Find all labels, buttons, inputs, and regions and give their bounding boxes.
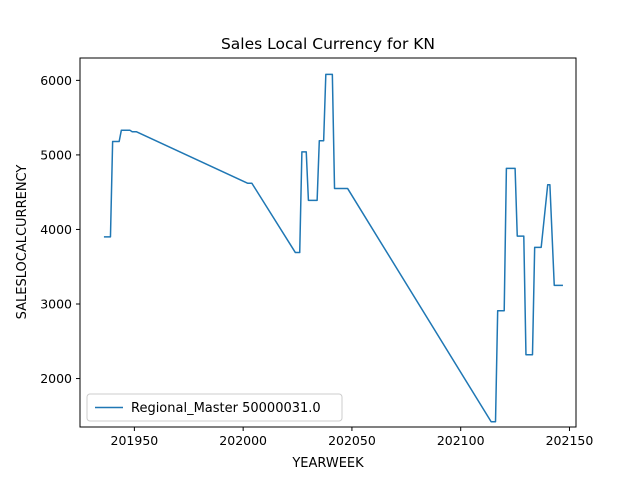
series-layer	[103, 73, 563, 423]
chart-title: Sales Local Currency for KN	[221, 35, 435, 53]
y-tick-label: 4000	[40, 222, 72, 237]
legend: Regional_Master 50000031.0	[86, 393, 343, 422]
legend-label: Regional_Master 50000031.0	[131, 401, 321, 416]
axis-ticks: 201950 202000 202050 202100 202150 2000 3000 40…	[40, 73, 593, 448]
x-tick-label: 202100	[437, 433, 485, 448]
x-tick-label: 202050	[328, 433, 376, 448]
y-tick-label: 3000	[40, 297, 72, 312]
x-tick-label: 202150	[546, 433, 594, 448]
x-tick-label: 201950	[111, 433, 159, 448]
y-axis-title: SALESLOCALCURRENCY	[15, 165, 30, 320]
legend-box	[86, 393, 343, 422]
x-axis-title: YEARWEEK	[291, 456, 364, 471]
y-tick-label: 2000	[40, 371, 72, 386]
series-line	[103, 73, 563, 423]
x-tick-label: 202000	[219, 433, 267, 448]
y-tick-label: 5000	[40, 147, 72, 162]
y-tick-label: 6000	[40, 73, 72, 88]
plot-frame	[79, 57, 577, 428]
